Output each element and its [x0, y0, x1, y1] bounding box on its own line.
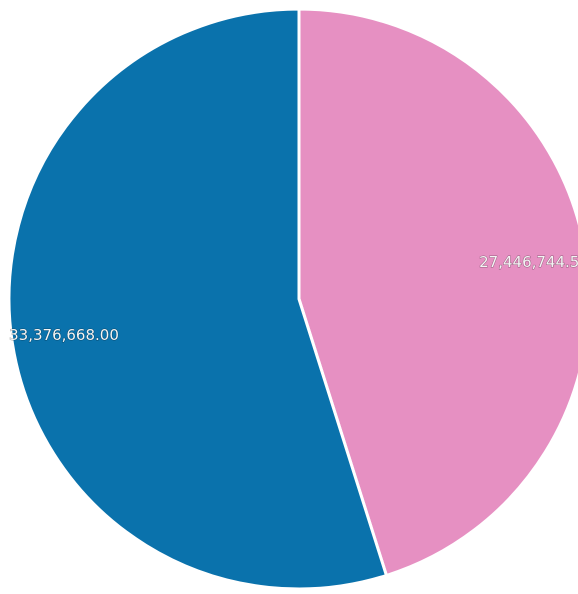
pie-slice-2: [7, 7, 388, 591]
pie-slice-1: [297, 7, 578, 577]
pie-labels: 27,446,744.58 33,376,668.00: [9, 253, 578, 345]
pie-slice-label-2: 33,376,668.00: [9, 326, 119, 344]
pie-slices: [7, 7, 578, 591]
pie-slice-label-1: 27,446,744.58: [479, 253, 578, 271]
